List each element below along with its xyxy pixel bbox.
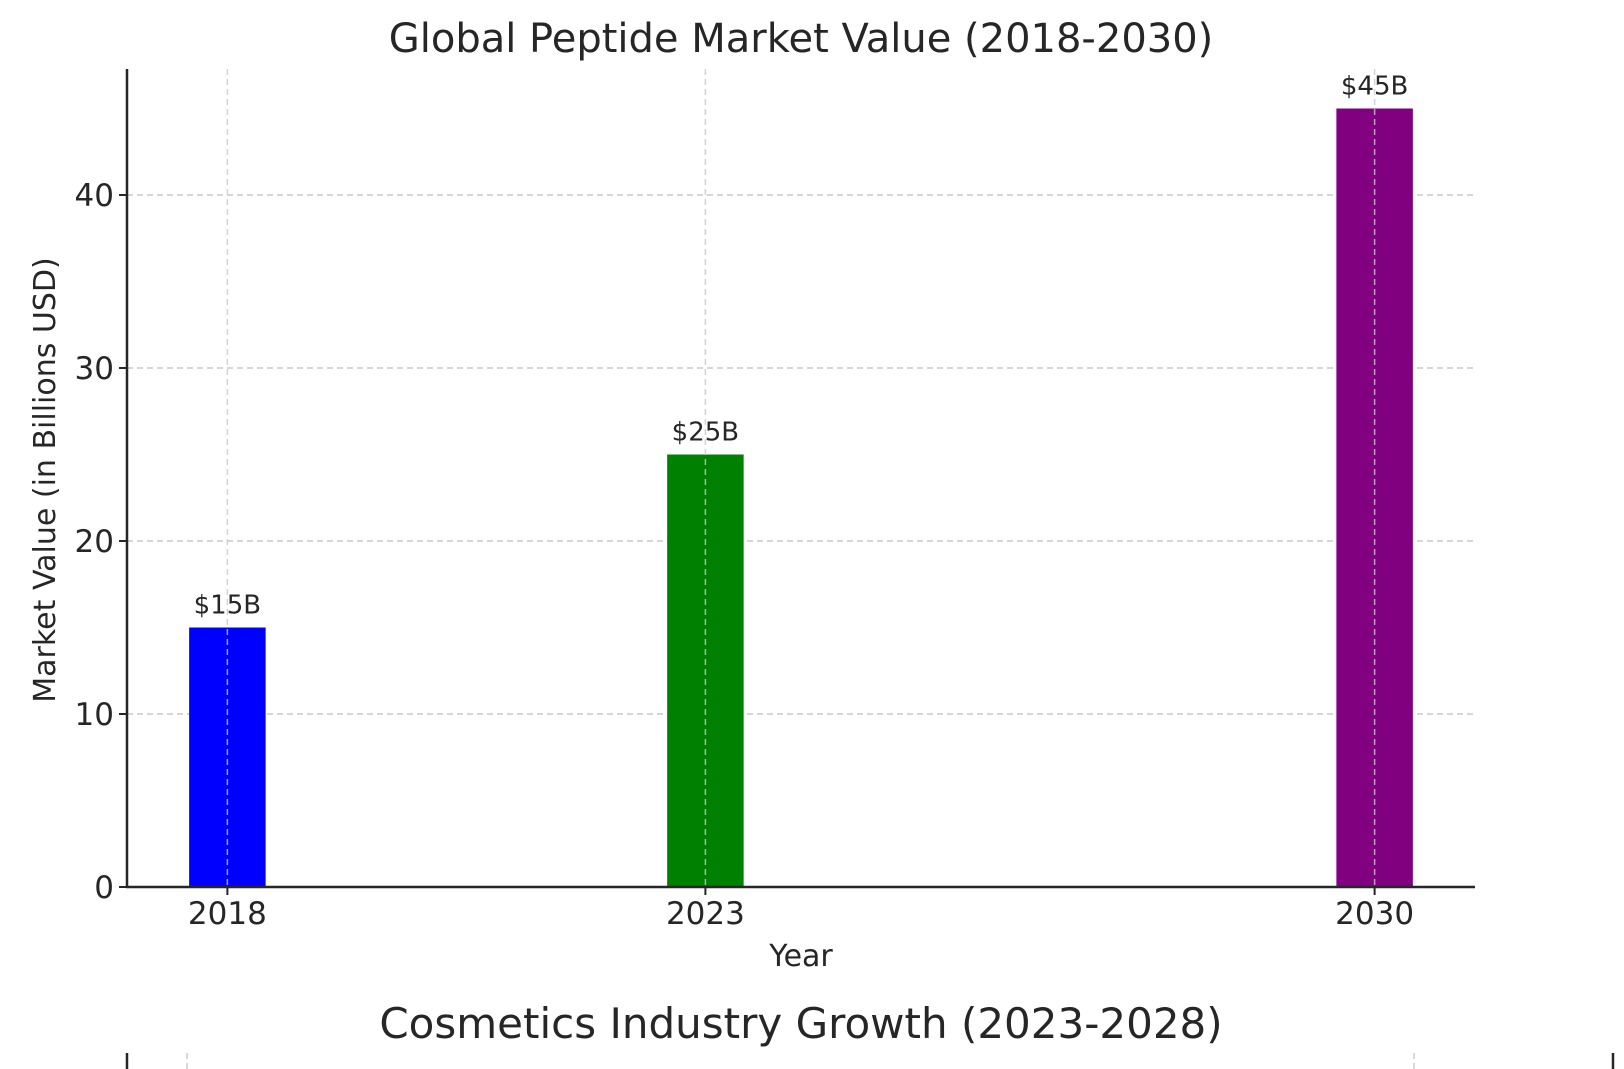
y-tick-label: 40 — [75, 178, 114, 214]
y-tick-label: 30 — [75, 351, 114, 387]
y-tick-label: 0 — [94, 870, 114, 906]
chart-title: Global Peptide Market Value (2018-2030) — [389, 16, 1214, 62]
second-chart-title: Cosmetics Industry Growth (2023-2028) — [379, 999, 1222, 1048]
y-tick-label: 10 — [75, 697, 114, 733]
data-label: $15B — [194, 591, 261, 621]
data-labels: $15B $25B $45B — [194, 72, 1409, 621]
y-ticks: 0 10 20 30 40 — [75, 178, 127, 906]
data-label: $25B — [672, 418, 739, 448]
bar-2030 — [1336, 108, 1413, 887]
grid — [127, 194, 1475, 715]
x-ticks: 2018 2023 2030 — [188, 887, 1414, 932]
x-tick-label: 2018 — [188, 896, 267, 932]
x-tick-label: 2023 — [666, 896, 745, 932]
y-tick-label: 20 — [75, 524, 114, 560]
x-axis-label: Year — [768, 939, 833, 974]
x-tick-label: 2030 — [1335, 896, 1414, 932]
y-axis-label: Market Value (in Billions USD) — [28, 257, 63, 702]
vertical-grid — [226, 69, 1376, 887]
data-label: $45B — [1341, 72, 1408, 102]
bars — [189, 108, 1413, 887]
bar-2018 — [189, 627, 266, 887]
